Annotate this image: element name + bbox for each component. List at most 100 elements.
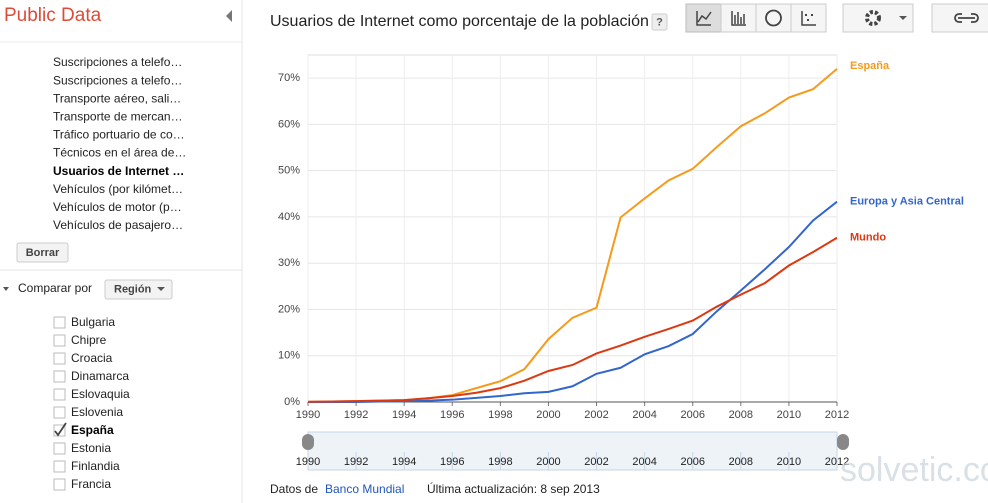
expand-icon[interactable] [3, 287, 9, 291]
x-tick-label: 1994 [392, 409, 416, 421]
source-link[interactable]: Banco Mundial [325, 482, 404, 496]
collapse-icon[interactable] [226, 10, 232, 22]
region-checkbox[interactable] [53, 442, 66, 455]
region-label: Croacia [71, 351, 113, 365]
map-button[interactable] [755, 3, 792, 33]
x-tick-label: 2004 [632, 409, 656, 421]
region-label: Estonia [71, 441, 111, 455]
compare-label: Comparar por [18, 281, 92, 295]
dataset-item[interactable]: Usuarios de Internet … [53, 164, 184, 178]
x-tick-label: 1990 [296, 409, 320, 421]
slider-year-label: 2000 [536, 456, 560, 468]
dataset-item[interactable]: Vehículos de pasajero… [53, 218, 183, 232]
chart-title: Usuarios de Internet como porcentaje de … [270, 13, 649, 30]
dataset-item[interactable]: Vehículos de motor (p… [53, 200, 182, 214]
source-prefix: Datos de [270, 482, 318, 496]
help-label: ? [656, 16, 663, 28]
bubble-chart-button[interactable] [790, 3, 827, 33]
y-tick-label: 10% [278, 350, 300, 362]
dataset-item[interactable]: Tráfico portuario de co… [53, 128, 185, 142]
region-label: Finlandia [71, 459, 120, 473]
region-checkbox[interactable] [53, 352, 66, 365]
x-tick-label: 2012 [825, 409, 849, 421]
scatter-icon [801, 11, 816, 26]
slider-year-label: 2004 [632, 456, 656, 468]
region-checkbox[interactable] [53, 478, 66, 491]
y-tick-label: 70% [278, 72, 300, 84]
x-tick-label: 1996 [440, 409, 464, 421]
series-label[interactable]: Europa y Asia Central [850, 196, 964, 208]
app-title[interactable]: Public Data [4, 5, 102, 26]
compare-select-label: Región [114, 283, 152, 295]
slider-year-label: 2006 [680, 456, 704, 468]
region-label: Francia [71, 477, 111, 491]
x-tick-label: 2002 [584, 409, 608, 421]
x-tick-label: 1992 [344, 409, 368, 421]
region-label: Eslovaquia [71, 387, 130, 401]
region-checkbox[interactable] [53, 460, 66, 473]
x-tick-label: 1998 [488, 409, 512, 421]
plot-area [307, 54, 838, 403]
scatter-dot [807, 19, 809, 21]
dataset-item[interactable]: Suscripciones a telefo… [53, 55, 182, 69]
time-slider[interactable] [307, 431, 838, 471]
region-checkbox[interactable] [53, 424, 66, 437]
scatter-dot [811, 14, 813, 16]
y-tick-label: 40% [278, 211, 300, 223]
series-label[interactable]: España [850, 60, 890, 72]
dataset-item[interactable]: Transporte de mercan… [53, 109, 183, 123]
region-checkbox[interactable] [53, 370, 66, 383]
y-tick-label: 50% [278, 165, 300, 177]
region-label: Dinamarca [71, 369, 129, 383]
x-tick-label: 2008 [729, 409, 753, 421]
slider-year-label: 1994 [392, 456, 416, 468]
y-tick-label: 60% [278, 118, 300, 130]
scatter-dot [805, 14, 807, 16]
y-tick-label: 20% [278, 303, 300, 315]
slider-handle-end[interactable] [837, 434, 849, 450]
clear-button-label: Borrar [26, 247, 60, 259]
line-icon [696, 11, 712, 26]
slider-year-label: 1996 [440, 456, 464, 468]
dataset-item[interactable]: Transporte aéreo, sali… [53, 91, 181, 105]
region-checkbox[interactable] [53, 388, 66, 401]
slider-handle-start[interactable] [302, 434, 314, 450]
globe-icon [765, 9, 782, 27]
clear-button[interactable] [16, 242, 69, 263]
compare-select[interactable] [104, 279, 173, 300]
select-arrow [157, 287, 165, 291]
series-label[interactable]: Mundo [850, 232, 886, 244]
updated-text: Última actualización: 8 sep 2013 [427, 481, 600, 496]
x-tick-label: 2010 [777, 409, 801, 421]
region-label: Eslovenia [71, 405, 123, 419]
region-label: Chipre [71, 333, 107, 347]
chart-type-toolbar [685, 3, 827, 33]
y-tick-label: 30% [278, 257, 300, 269]
slider-year-label: 1998 [488, 456, 512, 468]
region-label: Bulgaria [71, 315, 115, 329]
watermark: solvetic.com [840, 451, 988, 489]
dataset-item[interactable]: Vehículos (por kilómet… [53, 182, 183, 196]
region-checkbox[interactable] [53, 406, 66, 419]
series-line [307, 68, 838, 403]
slider-year-label: 1992 [344, 456, 368, 468]
slider-year-label: 2002 [584, 456, 608, 468]
slider-year-label: 2012 [825, 456, 849, 468]
slider-year-label: 2010 [777, 456, 801, 468]
x-tick-label: 2006 [680, 409, 704, 421]
region-checkbox[interactable] [53, 334, 66, 347]
series-line [307, 236, 838, 403]
y-tick-label: 0% [284, 396, 300, 408]
bar-icon [731, 11, 746, 26]
slider-year-label: 2008 [729, 456, 753, 468]
series-line [308, 200, 838, 403]
help-button[interactable] [651, 13, 668, 31]
check-mark [54, 422, 67, 437]
x-tick-label: 2000 [536, 409, 560, 421]
dataset-item[interactable]: Técnicos en el área de… [53, 146, 186, 160]
slider-year-label: 1990 [296, 456, 320, 468]
dataset-item[interactable]: Suscripciones a telefo… [53, 73, 182, 87]
region-label: España [71, 423, 114, 437]
region-checkbox[interactable] [53, 316, 66, 329]
